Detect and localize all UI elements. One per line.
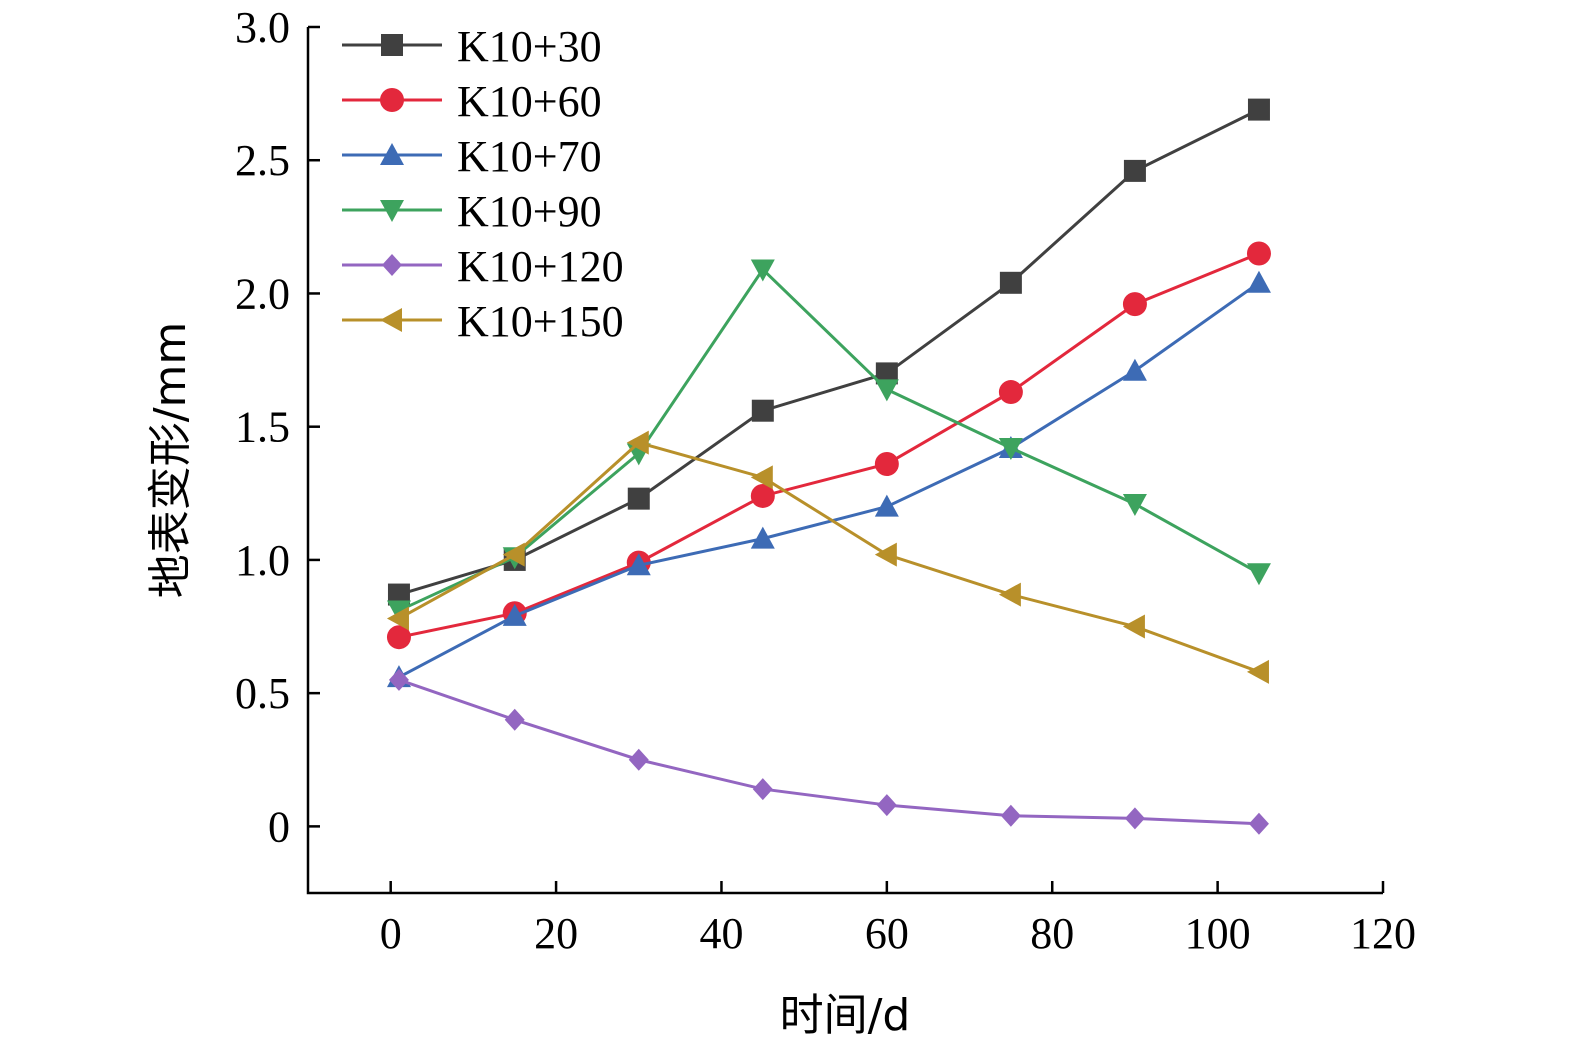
data-point [875,362,898,385]
data-point [750,526,775,549]
x-tick-label: 120 [1350,909,1416,958]
legend-marker [380,88,404,112]
series-line [398,252,1260,639]
legend-label: K10+150 [457,297,624,346]
legend-label: K10+120 [457,242,624,291]
series-line [398,441,1260,674]
data-point [1247,98,1270,121]
series-K10+150 [386,430,1269,684]
legend-item: K10+30 [342,22,602,71]
data-point [388,668,409,691]
series-K10+30 [387,98,1270,606]
legend-label: K10+70 [457,132,602,181]
data-point [387,583,410,606]
data-point [626,430,649,455]
y-tick-label: 0.5 [235,669,290,718]
data-point [750,483,775,508]
data-point [1246,270,1271,293]
data-point [874,379,899,402]
legend-label: K10+30 [457,22,602,71]
legend-item: K10+150 [342,297,624,346]
x-tick-label: 100 [1185,909,1251,958]
data-point [874,494,899,517]
data-point [1246,659,1269,684]
data-point [1000,804,1021,827]
legend-marker [380,143,404,165]
series-line [398,267,1260,612]
x-tick-label: 40 [699,909,743,958]
legend-marker [381,34,403,56]
series-line [398,108,1260,597]
data-point [1122,614,1145,639]
data-point [502,603,527,626]
x-axis-title: 时间/d [780,990,911,1041]
y-tick-label: 0 [268,802,290,851]
x-tick-label: 60 [865,909,909,958]
y-tick-label: 1.5 [235,403,290,452]
y-axis-title: 地表变形/mm [145,322,196,599]
data-point [1123,159,1146,182]
legend-marker [380,308,402,332]
data-point [998,582,1021,607]
data-point [386,600,411,623]
data-point [874,451,899,476]
y-tick-label: 2.5 [235,136,290,185]
series-line [398,678,1260,826]
legend-label: K10+90 [457,187,602,236]
data-point [750,259,775,282]
legend-item: K10+120 [342,242,624,291]
series-line [398,281,1260,679]
axes [306,27,1383,895]
data-point [628,748,649,771]
data-point [999,271,1022,294]
data-point [502,542,525,567]
data-point [386,625,411,650]
legend: K10+30 K10+60 K10+70 K10+90 K10+120 K10+150 [342,22,624,346]
data-point [1246,241,1271,266]
series-K10+120 [388,668,1269,835]
data-point [504,708,525,731]
data-point [998,380,1023,405]
data-point [1122,292,1147,317]
y-tick-label: 3.0 [235,3,290,52]
data-point [751,399,774,422]
y-ticks: 0 0.5 1.0 1.5 2.0 2.5 3.0 [235,3,320,851]
data-point [1246,563,1271,586]
y-tick-label: 1.0 [235,536,290,585]
x-ticks: 0 20 40 60 80 100 120 [380,881,1416,958]
data-point [752,778,773,801]
legend-item: K10+90 [342,187,602,236]
series-layer [386,98,1271,835]
data-point [1124,807,1145,830]
legend-item: K10+60 [342,77,602,126]
data-point [750,465,773,490]
legend-label: K10+60 [457,77,602,126]
legend-item: K10+70 [342,132,602,181]
data-point [386,606,409,631]
legend-marker [380,200,404,222]
x-tick-label: 80 [1030,909,1074,958]
axes-frame [306,27,1383,895]
data-point [627,487,650,510]
data-point [1122,358,1147,381]
data-point [1122,493,1147,516]
x-tick-label: 20 [534,909,578,958]
legend-marker [382,254,402,276]
data-point [1248,812,1269,835]
y-tick-label: 2.0 [235,269,290,318]
data-point [874,542,897,567]
data-point [876,794,897,817]
data-point [998,438,1023,461]
x-tick-label: 0 [380,909,402,958]
data-point [626,553,651,576]
